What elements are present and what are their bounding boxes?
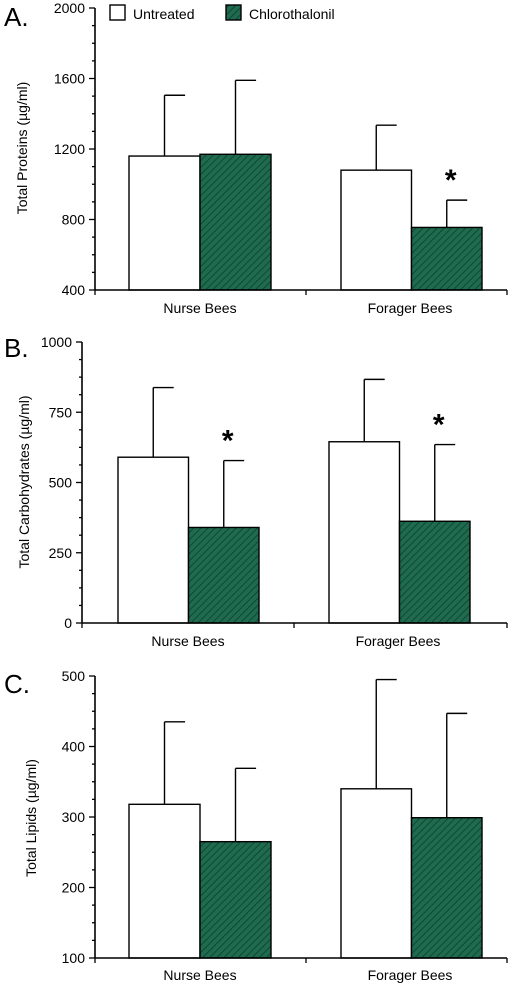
y-tick-label: 250 (49, 545, 73, 561)
bar-untreated (340, 788, 413, 959)
category-label-forager-bees: Forager Bees (356, 633, 441, 649)
y-tick-label: 800 (62, 212, 86, 228)
y-tick-label: 500 (49, 475, 73, 491)
panel-letter: C. (4, 669, 30, 699)
legend-swatch-chlorothalonil (225, 4, 242, 21)
significance-marker: * (433, 409, 445, 442)
y-tick-label: 200 (62, 880, 86, 896)
bar-chlorothalonil (410, 226, 483, 291)
y-tick-label: 750 (49, 404, 73, 420)
category-label-nurse-bees: Nurse Bees (151, 633, 224, 649)
bar-chlorothalonil (187, 526, 260, 624)
y-axis-title: Total Lipids (µg/ml) (23, 759, 39, 877)
bar-chlorothalonil (199, 153, 272, 291)
y-tick-label: 300 (62, 809, 86, 825)
panel-letter: B. (4, 333, 29, 363)
bar-untreated (117, 456, 190, 624)
category-label-nurse-bees: Nurse Bees (163, 300, 236, 316)
y-tick-label: 1200 (54, 141, 85, 157)
legend-swatch-untreated (109, 4, 126, 21)
significance-marker: * (222, 425, 234, 458)
legend: Untreated Chlorothalonil (109, 4, 335, 22)
y-tick-label: 1600 (54, 71, 85, 87)
category-label-forager-bees: Forager Bees (368, 967, 453, 983)
y-tick-label: 2000 (54, 0, 85, 16)
bar-untreated (128, 803, 201, 959)
panel-letter: A. (4, 2, 29, 32)
bar-untreated (128, 155, 201, 291)
category-label-forager-bees: Forager Bees (368, 300, 453, 316)
panel-c: C. Total Lipids (µg/ml) Nurse Bees Forag… (4, 668, 508, 983)
legend-label-chlorothalonil: Chlorothalonil (249, 6, 335, 22)
y-tick-label: 1000 (41, 334, 72, 350)
y-axis-title: Total Carbohydrates (µg/ml) (16, 395, 32, 568)
significance-marker: * (445, 164, 457, 197)
bar-untreated (340, 169, 413, 291)
y-tick-label: 500 (62, 668, 86, 684)
y-axis-title: Total Proteins (µg/ml) (14, 82, 30, 215)
y-tick-label: 400 (62, 282, 86, 298)
panel-b: B. Total Carbohydrates (µg/ml) Nurse Bee… (4, 333, 508, 649)
y-tick-label: 0 (64, 615, 72, 631)
bar-chlorothalonil (410, 817, 483, 959)
y-tick-label: 400 (62, 739, 86, 755)
bar-chlorothalonil (398, 520, 471, 624)
legend-label-untreated: Untreated (133, 6, 194, 22)
category-label-nurse-bees: Nurse Bees (163, 967, 236, 983)
bar-untreated (328, 441, 401, 624)
bar-chlorothalonil (199, 840, 272, 959)
y-tick-label: 100 (62, 950, 86, 966)
panel-a: A. Total Proteins (µg/ml) Nurse Bees For… (4, 0, 508, 316)
